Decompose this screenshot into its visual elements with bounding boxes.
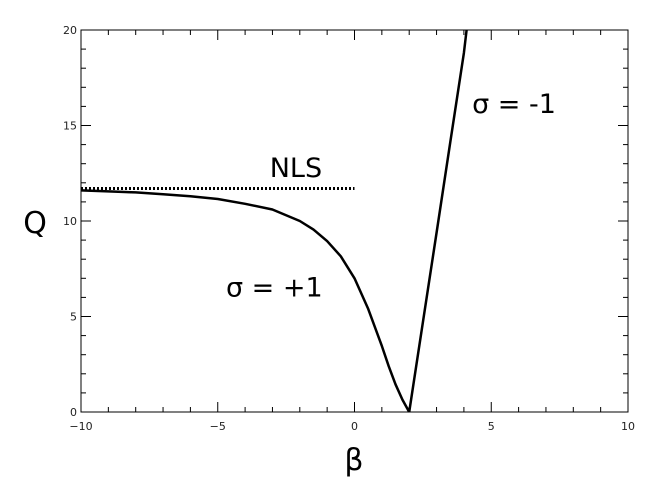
y-tick-label: 5 (70, 311, 77, 324)
x-axis-title: β (344, 443, 363, 478)
y-tick-label: 20 (63, 24, 77, 37)
tick-labels: −10 −5 0 5 10 0 5 10 15 20 (63, 24, 635, 433)
y-tick-label: 0 (70, 406, 77, 419)
x-tick-label: 10 (621, 420, 635, 433)
x-tick-label: 5 (488, 420, 495, 433)
q-curve (80, 189, 411, 413)
axis-ticks (80, 29, 629, 413)
annotation-label: NLS (270, 153, 322, 184)
annotations: NLS σ = +1 σ = -1 (226, 89, 556, 303)
plot-frame (80, 29, 629, 413)
y-tick-label: 10 (63, 215, 77, 228)
x-tick-label: −10 (69, 420, 92, 433)
x-tick-label: −5 (210, 420, 226, 433)
y-tick-label: 15 (63, 120, 77, 133)
annotation-label: σ = +1 (226, 272, 323, 303)
y-axis-title: Q (23, 206, 47, 241)
q-curve (407, 29, 468, 413)
x-tick-label: 0 (351, 420, 358, 433)
annotation-label: σ = -1 (472, 89, 556, 120)
data-series (80, 29, 468, 413)
